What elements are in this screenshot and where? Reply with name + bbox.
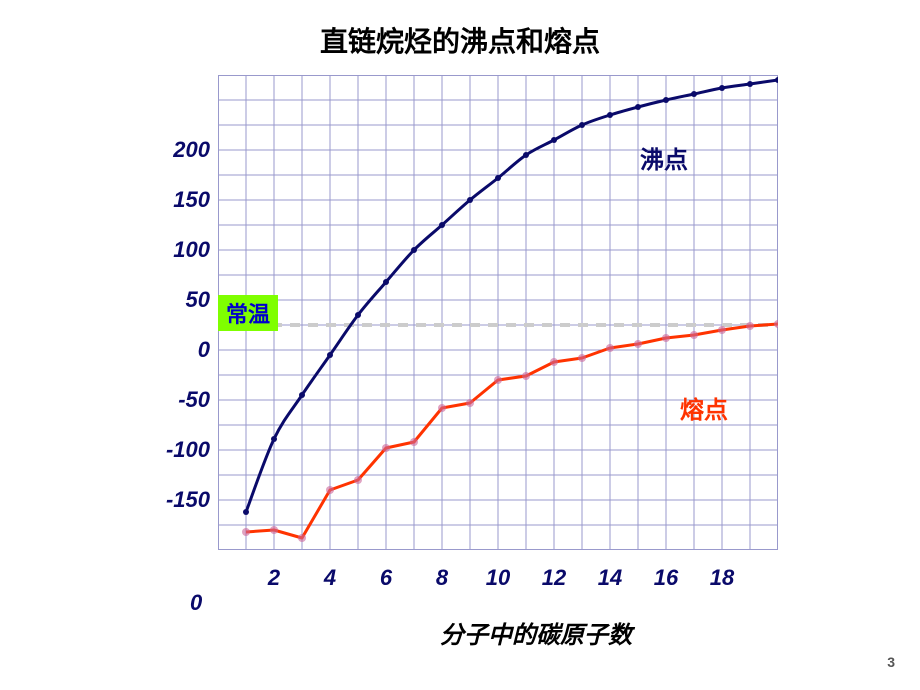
y-tick: 150 xyxy=(150,187,210,213)
room-temperature-badge: 常温 xyxy=(218,295,278,331)
x-tick: 18 xyxy=(710,565,734,591)
chart-area xyxy=(218,75,778,550)
y-tick: 50 xyxy=(150,287,210,313)
x-tick: 14 xyxy=(598,565,622,591)
y-tick: 200 xyxy=(150,137,210,163)
chart-title: 直链烷烃的沸点和熔点 xyxy=(0,20,920,60)
page-number: 3 xyxy=(887,654,895,670)
y-tick: 0 xyxy=(150,337,210,363)
x-tick: 8 xyxy=(436,565,448,591)
x-tick: 6 xyxy=(380,565,392,591)
chart-svg xyxy=(218,75,778,550)
x-axis-label: 分子中的碳原子数 xyxy=(440,615,632,650)
y-tick: -50 xyxy=(150,387,210,413)
y-tick: 100 xyxy=(150,237,210,263)
y-tick: -100 xyxy=(150,437,210,463)
x-tick: 12 xyxy=(542,565,566,591)
boiling-point-label: 沸点 xyxy=(640,140,688,175)
x-tick: 4 xyxy=(324,565,336,591)
y-tick: -150 xyxy=(150,487,210,513)
origin-zero-label: 0 xyxy=(190,590,202,616)
melting-point-label: 熔点 xyxy=(680,390,728,425)
x-tick: 10 xyxy=(486,565,510,591)
x-tick: 16 xyxy=(654,565,678,591)
x-tick: 2 xyxy=(268,565,280,591)
